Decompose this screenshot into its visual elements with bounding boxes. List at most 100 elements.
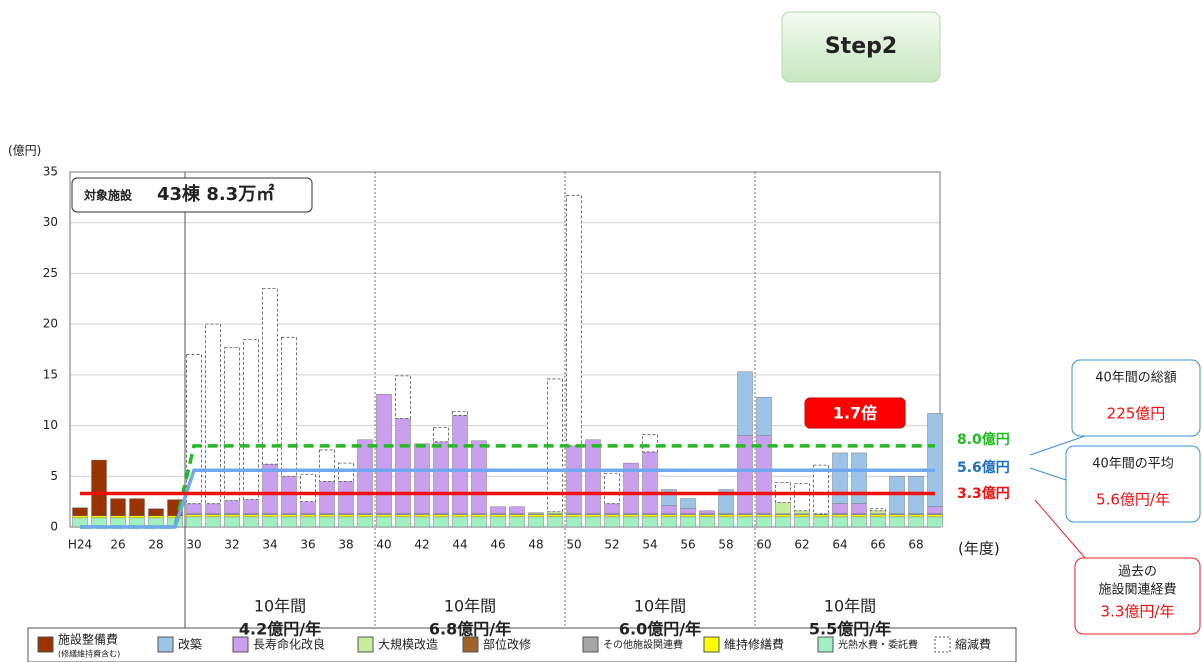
bar-segment xyxy=(775,502,791,515)
bar-segment xyxy=(737,371,753,436)
bar-segment xyxy=(718,489,734,515)
average-label: 5.6億円 xyxy=(957,459,1010,476)
x-tick-label: 48 xyxy=(528,538,543,552)
reduction-segment xyxy=(205,323,221,505)
x-tick-label: 36 xyxy=(300,538,315,552)
period-value: 6.0億円/年 xyxy=(619,620,701,639)
callout-pointer xyxy=(1034,499,1086,559)
bar-segment xyxy=(889,514,905,518)
bar-segment xyxy=(585,439,601,515)
bar-segment xyxy=(737,514,753,518)
bar-segment xyxy=(756,516,772,528)
period-label: 10年間 xyxy=(824,597,876,616)
bar-segment xyxy=(338,514,354,518)
x-tick-label: 30 xyxy=(186,538,201,552)
callout-text: 40年間の総額 xyxy=(1095,371,1177,386)
x-tick-label: 68 xyxy=(908,538,923,552)
reduction-segment xyxy=(224,347,240,502)
y-tick-label: 35 xyxy=(43,165,58,179)
bar-segment xyxy=(186,503,202,515)
bar-segment xyxy=(661,516,677,528)
x-tick-label: 56 xyxy=(680,538,695,552)
reduction-segment xyxy=(300,473,316,503)
bar-segment xyxy=(338,481,354,515)
bar-segment xyxy=(661,505,677,515)
x-tick-label: 40 xyxy=(376,538,391,552)
bar-segment xyxy=(148,508,164,517)
legend-box xyxy=(27,627,1017,662)
callout-text: 施設関連経費 xyxy=(1098,582,1176,598)
callout-value: 225億円 xyxy=(1107,405,1166,423)
bar-segment xyxy=(509,514,525,518)
facility-box xyxy=(71,177,313,213)
reduction-segment xyxy=(433,427,449,443)
bar-segment xyxy=(186,514,202,518)
average-label: 8.0億円 xyxy=(957,431,1010,448)
legend-swatch xyxy=(934,636,951,653)
bar-segment xyxy=(566,516,582,528)
bar-segment xyxy=(813,516,829,528)
bar-segment xyxy=(756,514,772,518)
bar-segment xyxy=(718,514,734,518)
period-value: 4.2億円/年 xyxy=(239,620,321,639)
y-tick-label: 15 xyxy=(43,367,58,381)
x-tick-label: 44 xyxy=(452,538,467,552)
reduction-segment xyxy=(262,288,278,465)
bar-segment xyxy=(680,498,696,509)
period-label: 10年間 xyxy=(254,597,306,616)
bar-segment xyxy=(205,516,221,528)
bar-segment xyxy=(319,516,335,528)
y-tick-label: 5 xyxy=(50,469,58,483)
legend-swatch xyxy=(232,636,249,653)
facility-value: 43棟 8.3万㎡ xyxy=(157,183,274,205)
x-tick-label: 34 xyxy=(262,538,277,552)
bar-segment xyxy=(281,514,297,518)
legend-swatch xyxy=(357,636,374,653)
bar-segment xyxy=(680,508,696,515)
bar-segment xyxy=(794,514,810,518)
bar-segment xyxy=(604,514,620,518)
legend-label: 長寿命化改良 xyxy=(253,637,325,652)
reduction-segment xyxy=(566,194,582,447)
bar-segment xyxy=(528,512,544,515)
bar-segment xyxy=(110,498,126,517)
reduction-segment xyxy=(452,410,468,416)
callout-value: 5.6億円/年 xyxy=(1096,491,1170,509)
bar-segment xyxy=(300,516,316,528)
bar-segment xyxy=(357,514,373,518)
bar-segment xyxy=(756,396,772,436)
legend-label: 大規模改造 xyxy=(378,637,438,652)
y-tick-label: 30 xyxy=(43,215,58,229)
period-label: 10年間 xyxy=(634,597,686,616)
bar-segment xyxy=(186,516,202,528)
bar-segment xyxy=(585,516,601,528)
bar-segment xyxy=(490,514,506,518)
reduction-segment xyxy=(281,336,297,477)
bar-segment xyxy=(718,516,734,528)
bar-segment xyxy=(737,516,753,528)
y-tick-label: 20 xyxy=(43,317,58,331)
x-tick-label: 42 xyxy=(414,538,429,552)
average-line xyxy=(80,468,935,529)
reduction-segment xyxy=(870,508,886,512)
bar-segment xyxy=(72,515,88,519)
reduction-segment xyxy=(319,449,335,482)
bar-segment xyxy=(395,514,411,518)
bar-segment xyxy=(490,506,506,515)
y-tick-label: 25 xyxy=(43,266,58,280)
bar-segment xyxy=(129,498,145,517)
x-tick-label: 52 xyxy=(604,538,619,552)
callout-text: 40年間の平均 xyxy=(1092,457,1174,472)
bar-segment xyxy=(642,514,658,518)
reduction-segment xyxy=(395,375,411,419)
step-button[interactable] xyxy=(781,11,941,83)
callout-value: 3.3億円/年 xyxy=(1101,603,1175,621)
legend-label: 施設整備費 xyxy=(58,632,118,647)
bar-segment xyxy=(851,514,867,518)
bar-segment xyxy=(623,516,639,528)
bar-segment xyxy=(642,516,658,528)
bar-segment xyxy=(927,514,943,518)
bar-segment xyxy=(319,481,335,515)
y-unit: (億円) xyxy=(8,144,41,158)
bar-segment xyxy=(927,506,943,515)
